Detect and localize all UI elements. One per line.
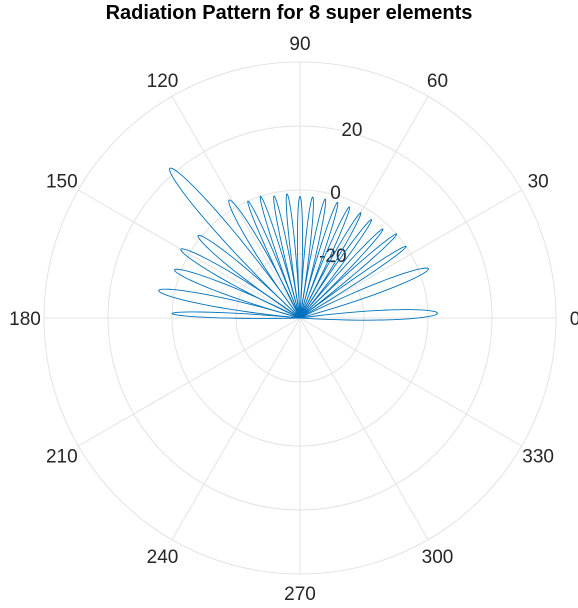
pattern-lobe — [285, 193, 301, 319]
theta-tick-label: 270 — [284, 584, 316, 605]
theta-tick-label: 120 — [147, 71, 179, 92]
pattern-lobe — [299, 196, 314, 319]
grid-spoke — [299, 317, 522, 447]
theta-tick-label: 90 — [289, 34, 310, 55]
theta-tick-label: 210 — [46, 447, 78, 468]
pattern-lobe — [259, 195, 301, 319]
theta-tick-label: 150 — [46, 172, 78, 193]
grid-spoke — [299, 189, 522, 319]
grid-outer-ring — [43, 61, 557, 575]
pattern-lobe — [299, 267, 429, 319]
grid-spoke — [78, 317, 301, 447]
theta-tick-label: 180 — [9, 309, 41, 330]
pattern-lobe — [197, 234, 301, 319]
r-tick-label: 20 — [341, 120, 362, 141]
pattern-lobe — [299, 206, 351, 319]
grid-spoke — [171, 317, 301, 540]
pattern-lobe — [299, 233, 398, 319]
theta-tick-label: 60 — [427, 71, 448, 92]
pattern-lobe — [273, 195, 301, 319]
pattern-lobe — [247, 200, 301, 319]
pattern-lobe — [299, 201, 339, 319]
pattern-lobe — [299, 245, 407, 319]
theta-tick-label: 240 — [147, 547, 179, 568]
pattern-lobe — [299, 198, 327, 319]
angular-tick-labels: 0 30 60 90 120 150 180 210 240 270 300 330 — [9, 34, 578, 605]
pattern-lobe — [299, 228, 384, 319]
grid-spoke — [299, 96, 429, 319]
pattern-lobe — [158, 288, 301, 319]
pattern-lobe — [297, 195, 303, 319]
pattern-lobe — [169, 167, 301, 319]
pattern-lobe — [171, 311, 301, 319]
r-tick-label: 0 — [330, 183, 341, 204]
theta-tick-label: 300 — [422, 547, 454, 568]
pattern-lobe — [180, 248, 301, 319]
grid-spoke — [78, 189, 301, 319]
chart-title: Radiation Pattern for 8 super elements — [105, 2, 473, 24]
pattern-lobe — [174, 268, 301, 319]
pattern-lobe — [299, 309, 439, 321]
pattern-lobe — [299, 219, 373, 319]
pattern-lobe — [299, 212, 362, 319]
grid-spoke — [171, 96, 301, 319]
series-group — [158, 167, 439, 321]
theta-tick-label: 330 — [522, 447, 554, 468]
polar-grid — [43, 61, 557, 575]
pattern-lobe — [228, 199, 301, 319]
grid-spoke — [299, 317, 429, 540]
theta-tick-label: 0 — [570, 309, 578, 330]
theta-tick-label: 30 — [528, 172, 549, 193]
